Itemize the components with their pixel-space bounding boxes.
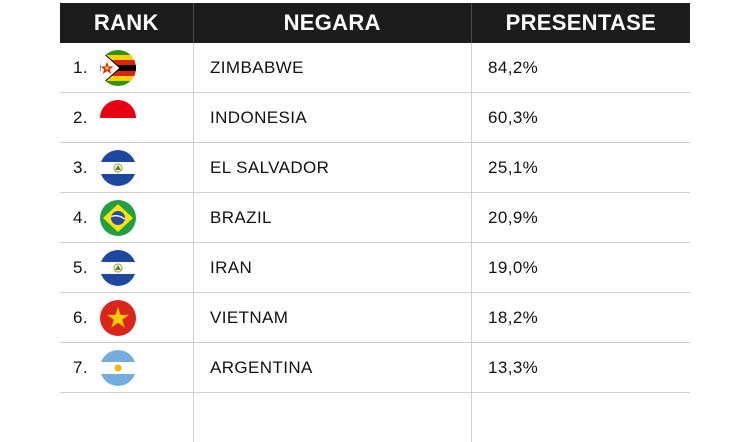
ranking-table: RANK NEGARA PRESENTASE 1. ZIMBA (60, 3, 690, 442)
rank-number: 6. (73, 307, 88, 327)
table-row: 7. ARGENTINA 13,3% (60, 343, 690, 393)
rank-number: 2. (73, 107, 88, 127)
table-header: RANK NEGARA PRESENTASE (60, 3, 690, 43)
country-name: ARGENTINA (193, 343, 471, 392)
percent-value: 18,2% (471, 293, 690, 342)
country-name: EL SALVADOR (193, 143, 471, 192)
vietnam-flag-icon (100, 299, 136, 336)
percent-value: 60,3% (471, 93, 690, 142)
table-row: 5. IRAN 19,0% (60, 243, 690, 293)
header-country: NEGARA (192, 3, 471, 43)
header-percent: PRESENTASE (470, 3, 690, 43)
percent-value: 20,9% (471, 193, 690, 242)
percent-value: 19,0% (471, 243, 690, 292)
indonesia-flag-icon (100, 99, 136, 136)
table-row: 3. EL SALVADOR 25,1% (60, 143, 690, 193)
rank-number: 1. (73, 57, 88, 77)
el-salvador-flag-icon (100, 249, 136, 286)
percent-value: 25,1% (471, 143, 690, 192)
country-name: IRAN (193, 243, 471, 292)
rank-number: 5. (73, 257, 88, 277)
percent-value: 13,3% (471, 343, 690, 392)
country-name: BRAZIL (193, 193, 471, 242)
brazil-flag-icon (100, 199, 136, 236)
percent-value: 84,2% (471, 43, 690, 92)
country-name: ZIMBABWE (193, 43, 471, 92)
country-name: INDONESIA (193, 93, 471, 142)
argentina-flag-icon (100, 349, 136, 386)
rank-number: 4. (73, 207, 88, 227)
table-row: 4. BRAZIL 20,9% (60, 193, 690, 243)
zimbabwe-flag-icon (100, 49, 136, 86)
table-row: 1. ZIMBABWE 84,2% (60, 43, 690, 93)
header-rank: RANK (93, 10, 159, 35)
rank-number: 7. (73, 357, 88, 377)
table-row-partial (60, 393, 690, 442)
country-name: VIETNAM (193, 293, 471, 342)
el-salvador-flag-icon (100, 149, 136, 186)
rank-number: 3. (73, 157, 88, 177)
table-row: 6. VIETNAM 18,2% (60, 293, 690, 343)
table-row: 2. INDONESIA 60,3% (60, 93, 690, 143)
